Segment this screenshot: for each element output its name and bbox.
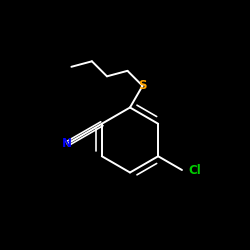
Text: Cl: Cl	[188, 164, 201, 176]
Text: N: N	[62, 137, 72, 150]
Text: S: S	[138, 79, 147, 92]
